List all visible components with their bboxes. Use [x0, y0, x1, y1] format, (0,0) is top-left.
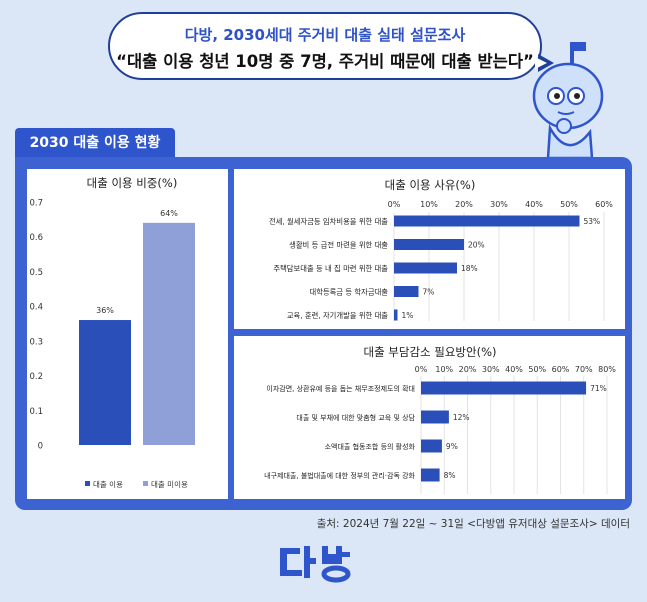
x-tick-label: 10% [435, 365, 453, 374]
category-label: 대출 및 부채에 대한 맞춤형 교육 및 상담 [296, 413, 415, 422]
bar-2 [143, 222, 195, 445]
bar-2 [421, 410, 449, 424]
bar-1 [79, 320, 131, 445]
x-tick-label: 20% [459, 365, 477, 374]
category-label: 전세, 월세자금등 임차비용을 위한 대출 [269, 217, 388, 226]
bar-2 [394, 239, 464, 250]
x-tick-label: 60% [552, 365, 570, 374]
y-tick-label: 0 [38, 442, 43, 452]
survey-subtitle: 다방, 2030세대 주거비 대출 실태 설문조사 [184, 26, 466, 44]
mascot-illustration [532, 42, 604, 160]
data-label: 12% [453, 413, 470, 422]
bar-3 [421, 439, 442, 453]
x-tick-label: 30% [490, 200, 508, 209]
category-label: 소액대출 협동조합 등의 활성화 [325, 442, 416, 451]
chart-title: 대출 부담감소 필요방안(%) [363, 345, 496, 359]
data-label: 64% [160, 209, 178, 218]
loan-usage-card: 대출 이용 비중(%) 0 0.1 0.2 0.3 0.4 0.5 0.6 0.7 36% 64% 대… [27, 169, 228, 499]
data-label: 36% [96, 306, 114, 315]
bar-5 [394, 309, 398, 321]
data-label: 7% [423, 288, 435, 297]
x-tick-label: 40% [525, 200, 543, 209]
bar-1 [421, 381, 587, 395]
burden-reduction-card: 대출 부담감소 필요방안(%) 0% 10% 20% 30% 40% 50% 60% 70% 80… [234, 336, 625, 499]
dabang-logo [280, 546, 351, 583]
y-tick-label: 0.2 [29, 372, 43, 382]
bar-1 [394, 215, 580, 227]
loan-reason-chart: 대출 이용 사유(%) 0% 10% 20% 30% 40% 50% 60% 전세, 월세자금등… [269, 178, 613, 321]
y-tick-label: 0.6 [29, 233, 43, 243]
category-label: 교육, 훈련, 자기개발을 위한 대출 [287, 311, 388, 320]
data-label: 8% [444, 471, 456, 480]
legend-swatch [85, 481, 90, 486]
legend-label: 대출 이용 [93, 479, 123, 489]
bar-4 [394, 286, 419, 297]
burden-reduction-chart: 대출 부담감소 필요방안(%) 0% 10% 20% 30% 40% 50% 60% 70% 80… [264, 345, 616, 494]
x-tick-label: 50% [528, 365, 546, 374]
x-tick-label: 30% [482, 365, 500, 374]
y-tick-label: 0.1 [29, 407, 43, 417]
data-label: 71% [590, 384, 607, 393]
bar-3 [394, 262, 457, 274]
y-tick-label: 0.4 [29, 303, 43, 313]
loan-reason-card: 대출 이용 사유(%) 0% 10% 20% 30% 40% 50% 60% 전세, 월세자금등… [234, 169, 625, 329]
category-label: 주택담보대출 등 내 집 마련 위한 대출 [273, 264, 388, 273]
category-label: 이자감면, 상환유예 등을 돕는 채무조정제도의 확대 [266, 384, 415, 393]
bar-4 [421, 468, 440, 482]
y-tick-label: 0.5 [29, 268, 43, 278]
x-tick-label: 70% [575, 365, 593, 374]
legend-swatch [143, 481, 148, 486]
x-tick-label: 40% [505, 365, 523, 374]
category-label: 대학등록금 등 학자금대출 [310, 288, 389, 297]
x-tick-label: 50% [560, 200, 578, 209]
data-label: 53% [584, 217, 601, 226]
x-tick-label: 20% [455, 200, 473, 209]
data-label: 18% [461, 264, 478, 273]
y-tick-label: 0.7 [29, 199, 43, 209]
x-tick-label: 10% [420, 200, 438, 209]
category-label: 내구제대출, 불법대출에 대한 정부의 관리·감독 강화 [264, 471, 415, 480]
source-note: 출처: 2024년 7월 22일 ~ 31일 <다방앱 유저대상 설문조사> 데… [316, 518, 630, 530]
chart-title: 대출 이용 사유(%) [385, 178, 476, 192]
loan-usage-chart: 대출 이용 비중(%) 0 0.1 0.2 0.3 0.4 0.5 0.6 0.7 36% 64% 대… [29, 176, 195, 489]
data-label: 1% [402, 311, 414, 320]
x-tick-label: 0% [415, 365, 428, 374]
x-tick-label: 0% [388, 200, 401, 209]
x-tick-label: 60% [595, 200, 613, 209]
y-tick-label: 0.3 [29, 337, 43, 347]
data-label: 9% [446, 442, 458, 451]
category-label: 생활비 등 급전 마련을 위한 대출 [289, 241, 388, 250]
survey-headline: “대출 이용 청년 10명 중 7명, 주거비 때문에 대출 받는다” [116, 52, 534, 71]
data-label: 20% [468, 241, 485, 250]
speech-bubble: 다방, 2030세대 주거비 대출 실태 설문조사 “대출 이용 청년 10명 … [108, 12, 554, 80]
x-tick-label: 80% [598, 365, 616, 374]
legend-label: 대출 미이용 [151, 479, 188, 489]
chart-title: 대출 이용 비중(%) [87, 176, 178, 190]
section-tab: 2030 대출 이용 현황 [15, 128, 175, 158]
